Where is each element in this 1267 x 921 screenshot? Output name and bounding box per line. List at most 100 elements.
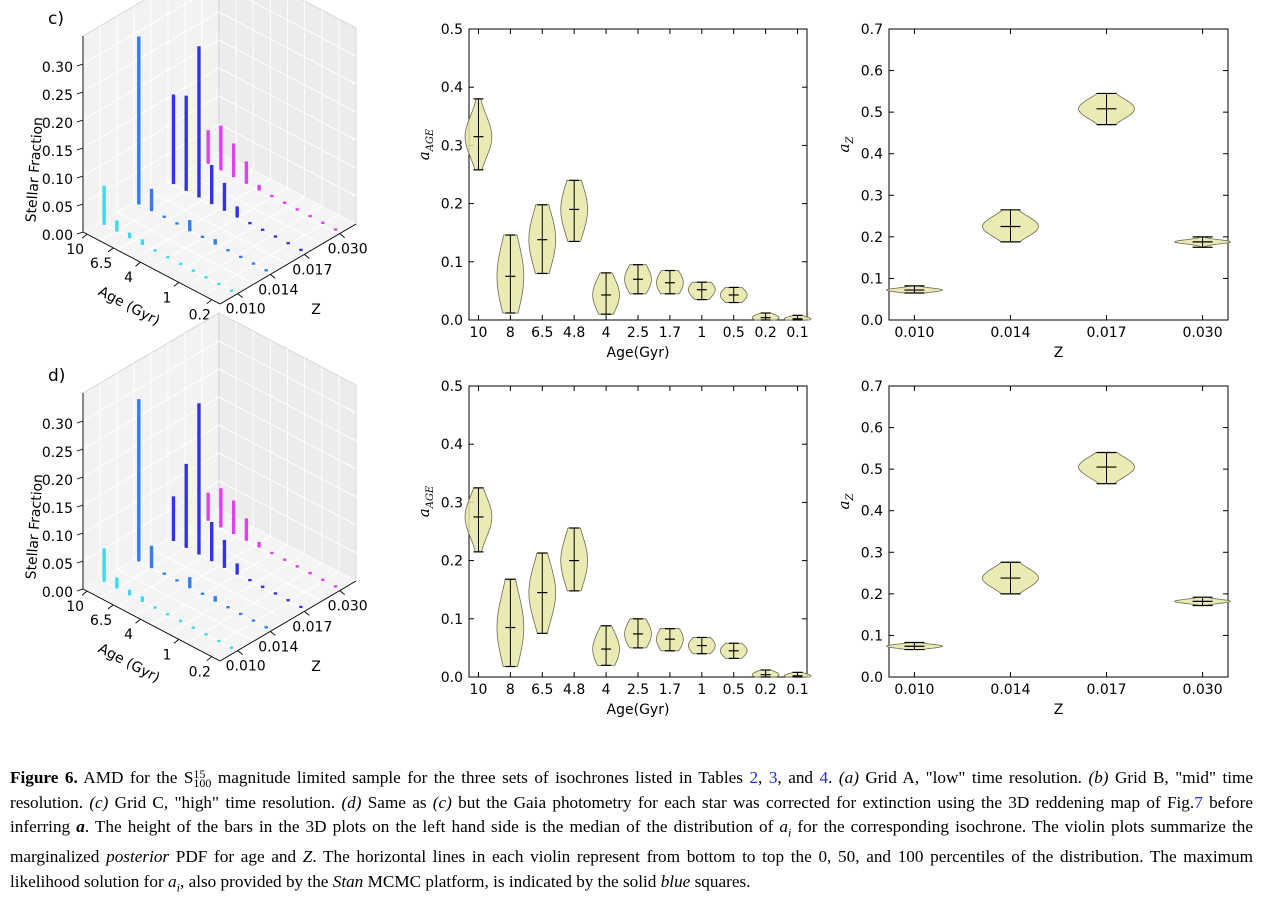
y-axis-label-sub: Z — [845, 493, 856, 502]
metallicity-tick — [237, 650, 243, 655]
metallicity-tick — [304, 611, 310, 616]
y-tick-label: 0.4 — [861, 147, 883, 163]
y-tick-label: 0.0 — [441, 313, 463, 329]
age-tick — [107, 604, 114, 610]
x-tick-label: 0.5 — [723, 682, 745, 698]
metallicity-tick — [339, 233, 345, 238]
x-tick-label: 10 — [470, 682, 488, 698]
z-tick-label: 0.15 — [42, 144, 73, 160]
caption-emph: Stan — [332, 871, 364, 891]
x-tick-label: 0.014 — [990, 682, 1030, 698]
x-tick-label: 0.2 — [754, 682, 776, 698]
age-tick — [206, 656, 213, 662]
grid-line — [116, 526, 254, 608]
grid-line — [201, 518, 340, 592]
caption-text: before inferring — [10, 792, 1253, 837]
z-tick — [76, 448, 84, 452]
x-axis-label: Age(Gyr) — [607, 345, 670, 361]
y-axis-label: aZ — [835, 136, 856, 153]
grid-line — [82, 11, 357, 93]
figure-caption: Figure 6. AMD for the S 15 100 magnitude l… — [10, 766, 1253, 900]
z-tick — [76, 476, 84, 480]
z-tick — [76, 91, 84, 95]
grid-line — [150, 548, 289, 622]
age-tick — [173, 282, 180, 287]
metallicity-tick-label: 0.030 — [328, 599, 368, 615]
caption-subscript: 100 — [193, 776, 212, 791]
caption-math-sub: i — [788, 825, 792, 840]
y-tick-label: 0.5 — [441, 22, 463, 38]
x-tick-label: 1.7 — [659, 682, 681, 698]
x-tick-label: 4.8 — [563, 682, 585, 698]
grid-line — [82, 67, 357, 149]
x-tick-label: 4 — [602, 325, 611, 341]
metallicity-axis-line — [219, 580, 357, 662]
age-tick — [206, 299, 213, 305]
metallicity-tick-label: 0.010 — [226, 659, 266, 675]
x-tick-label: 0.1 — [786, 682, 808, 698]
y-tick-label: 0.3 — [441, 495, 463, 511]
x-tick-label: 4 — [602, 682, 611, 698]
caption-text: squares. — [690, 871, 751, 891]
x-tick-label: 0.1 — [786, 325, 808, 341]
caption-panel-ref: (a) — [838, 768, 859, 787]
y-tick-label: 0.4 — [441, 437, 463, 453]
z-tick — [76, 63, 84, 67]
age-tick — [135, 261, 141, 267]
y-axis-label: aAGE — [415, 485, 436, 517]
grid-line — [134, 535, 271, 617]
z-tick-label: 0.05 — [42, 557, 73, 573]
z-tick — [76, 588, 84, 592]
caption-panel-ref: (c) — [89, 792, 109, 812]
caption-text: Same as — [361, 792, 433, 812]
table-ref-link[interactable]: 4 — [819, 768, 829, 787]
x-tick-label: 1 — [697, 325, 706, 341]
x-tick-label: 0.2 — [754, 325, 776, 341]
grid-line — [184, 171, 323, 245]
y-tick-label: 0.0 — [861, 670, 883, 686]
caption-panel-ref: (b) — [1088, 768, 1109, 787]
x-axis-label: Z — [1054, 702, 1064, 718]
grid-line — [134, 178, 271, 260]
y-tick-label: 0.3 — [861, 188, 883, 204]
x-tick-label: 0.010 — [894, 325, 934, 341]
z-tick-label: 0.20 — [42, 116, 73, 132]
caption-text: Grid A, "low" time resolution. — [858, 768, 1089, 787]
x-axis-label: Age(Gyr) — [607, 702, 670, 718]
z-tick-label: 0.00 — [42, 585, 73, 601]
y-tick-label: 0.1 — [861, 628, 883, 644]
caption-text: . — [828, 768, 839, 787]
y-tick-label: 0.6 — [861, 64, 883, 80]
metallicity-tick-label: 0.030 — [328, 242, 368, 258]
age-tick-label: 10 — [66, 599, 84, 615]
stellar-fraction-label: Stellar Fraction — [23, 117, 46, 223]
figure-6: c) 0.00 0.05 0.10 0.15 0.20 0.25 0.30 Stellar Fr… — [23, 0, 1232, 718]
table-ref-link[interactable]: 3 — [768, 768, 778, 787]
x-tick-label: 0.010 — [894, 682, 934, 698]
x-tick-label: 10 — [470, 325, 488, 341]
metallicity-tick-label: 0.010 — [226, 302, 266, 318]
z-tick — [76, 119, 84, 123]
metallicity-tick — [270, 274, 276, 279]
caption-math: a — [168, 871, 177, 891]
plot-frame — [888, 28, 1229, 321]
metallicity-tick-label: 0.014 — [258, 282, 298, 298]
y-axis-label-main: a — [415, 151, 433, 160]
table-ref-link[interactable]: 2 — [749, 768, 759, 787]
z-tick-label: 0.25 — [42, 445, 73, 461]
y-tick-label: 0.4 — [441, 80, 463, 96]
grid-line — [82, 480, 357, 562]
figure-ref-link[interactable]: 7 — [1194, 792, 1203, 812]
grid-line — [167, 538, 306, 612]
caption-figure-label: Figure 6. — [10, 768, 78, 787]
caption-math-sub: i — [176, 880, 180, 895]
caption-panel-ref: (c) — [432, 792, 452, 812]
panel-c: c) 0.00 0.05 0.10 0.15 0.20 0.25 0.30 Stellar Fr… — [23, 0, 1231, 361]
caption-math: a — [779, 817, 788, 837]
caption-text: for the corresponding isochrone. The vio… — [10, 817, 1254, 867]
y-tick-label: 0.1 — [861, 271, 883, 287]
caption-panel-ref: (d) — [341, 792, 362, 812]
grid-line — [82, 151, 357, 233]
x-tick-label: 0.030 — [1183, 325, 1223, 341]
x-tick-label: 6.5 — [531, 682, 553, 698]
